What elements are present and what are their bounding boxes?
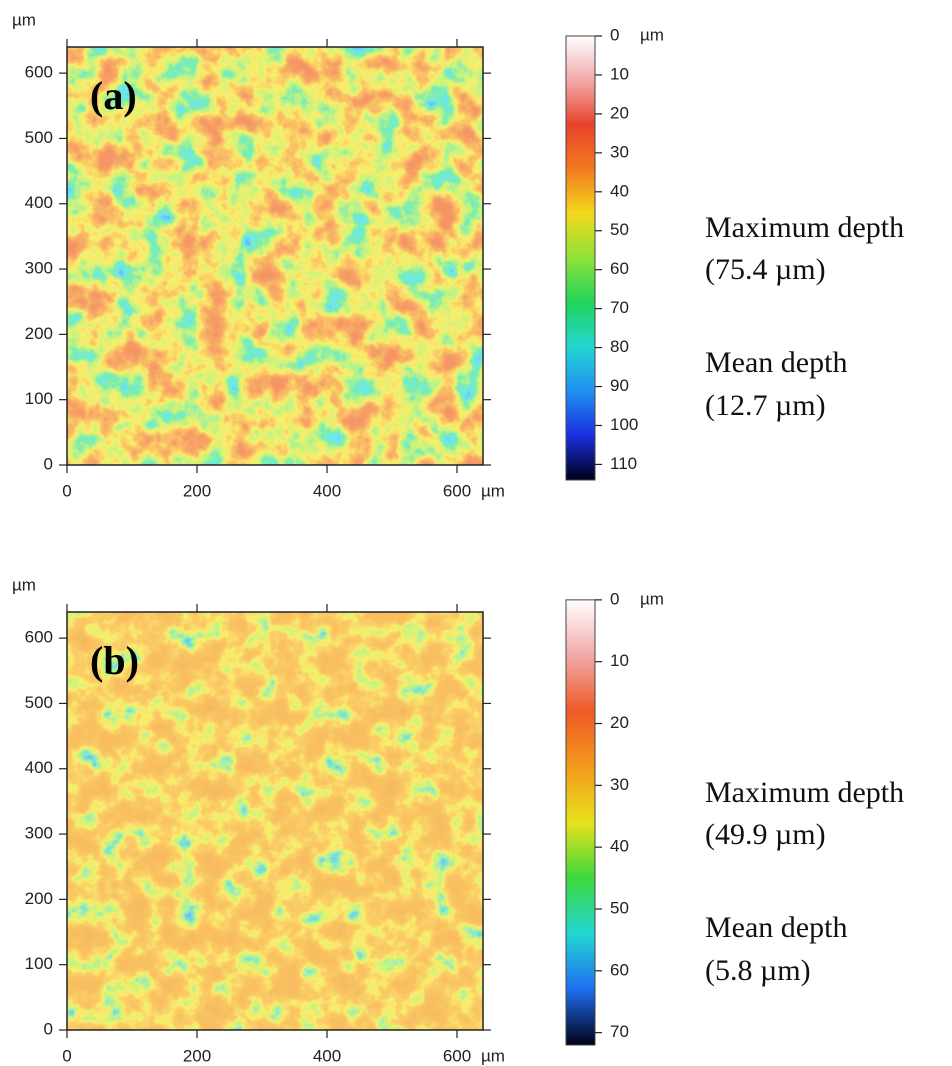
colorbar-tick-label: 100 [610,415,638,434]
annotation: Maximum depth [705,776,904,809]
annotation: (12.7 µm) [705,389,826,422]
annotation: Maximum depth [705,211,904,244]
colorbar-tick-label: 0 [610,25,619,44]
colorbar-tick-label: 20 [610,713,629,732]
colorbar-tick-label: 50 [610,898,629,917]
y-tick-label: 100 [25,389,53,408]
x-unit: µm [481,481,505,500]
y-tick-label: 300 [25,259,53,278]
x-tick-label: 600 [443,1046,471,1065]
colorbar [565,599,596,1046]
annotation: Mean depth [705,346,847,379]
panel-label: (b) [90,638,139,683]
x-tick-label: 200 [183,481,211,500]
colorbar-tick-label: 10 [610,651,629,670]
x-tick-label: 0 [62,481,71,500]
colorbar-tick-label: 60 [610,960,629,979]
y-tick-label: 0 [44,1019,53,1038]
colorbar-unit: µm [640,589,664,608]
x-tick-label: 400 [313,481,341,500]
y-tick-label: 300 [25,824,53,843]
colorbar-tick-label: 110 [610,454,637,473]
y-tick-label: 500 [25,128,53,147]
colorbar-tick-label: 0 [610,589,619,608]
colorbar-tick-label: 80 [610,337,629,356]
plot-frame [66,611,484,1031]
y-tick-label: 600 [25,63,53,82]
x-tick-label: 400 [313,1046,341,1065]
colorbar-tick-label: 20 [610,103,629,122]
depth-map [67,47,483,465]
colorbar-tick-label: 40 [610,181,629,200]
colorbar-tick-label: 30 [610,142,629,161]
annotation: (49.9 µm) [705,818,826,851]
plot-frame [66,46,484,466]
colorbar-tick-label: 50 [610,220,629,239]
annotation: (75.4 µm) [705,253,826,286]
y-tick-label: 100 [25,954,53,973]
colorbar-tick-label: 30 [610,775,629,794]
colorbar-tick-label: 70 [610,298,629,317]
colorbar-tick-label: 40 [610,837,629,856]
depth-map [67,612,483,1030]
y-tick-label: 400 [25,193,53,212]
x-unit: µm [481,1046,505,1065]
annotation: (5.8 µm) [705,954,811,987]
x-tick-label: 200 [183,1046,211,1065]
colorbar-tick-label: 60 [610,259,629,278]
y-tick-label: 400 [25,758,53,777]
colorbar-tick-label: 90 [610,376,629,395]
x-tick-label: 0 [62,1046,71,1065]
panel-label: (a) [90,73,137,118]
y-unit: µm [12,10,36,29]
colorbar-unit: µm [640,25,664,44]
y-tick-label: 200 [25,324,53,343]
annotation: Mean depth [705,911,847,944]
y-tick-label: 600 [25,628,53,647]
y-tick-label: 500 [25,693,53,712]
y-tick-label: 200 [25,889,53,908]
colorbar [565,35,596,481]
colorbar-tick-label: 70 [610,1022,629,1041]
x-tick-label: 600 [443,481,471,500]
y-unit: µm [12,575,36,594]
y-tick-label: 0 [44,454,53,473]
colorbar-tick-label: 10 [610,64,629,83]
